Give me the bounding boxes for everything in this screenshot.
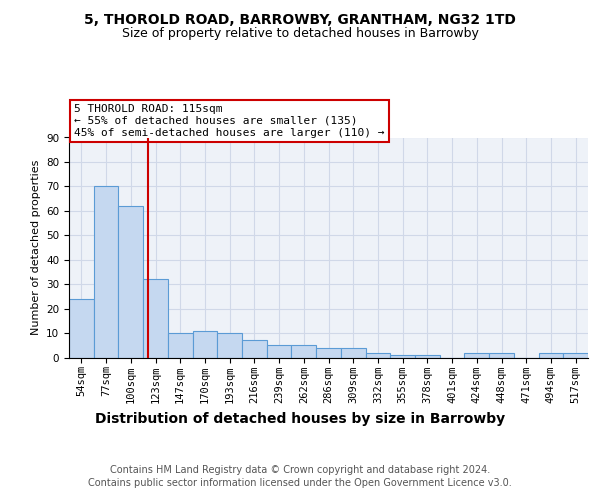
Text: 5, THOROLD ROAD, BARROWBY, GRANTHAM, NG32 1TD: 5, THOROLD ROAD, BARROWBY, GRANTHAM, NG3…	[84, 12, 516, 26]
Bar	[341, 348, 365, 358]
Bar	[94, 186, 118, 358]
Text: Contains HM Land Registry data © Crown copyright and database right 2024.: Contains HM Land Registry data © Crown c…	[110, 465, 490, 475]
Bar	[316, 348, 341, 358]
Text: Size of property relative to detached houses in Barrowby: Size of property relative to detached ho…	[122, 28, 478, 40]
Text: Distribution of detached houses by size in Barrowby: Distribution of detached houses by size …	[95, 412, 505, 426]
Text: Contains public sector information licensed under the Open Government Licence v3: Contains public sector information licen…	[88, 478, 512, 488]
Bar	[217, 333, 242, 357]
Bar	[539, 352, 563, 358]
Bar	[464, 352, 489, 358]
Bar	[563, 352, 588, 358]
Bar	[415, 355, 440, 358]
Bar	[489, 352, 514, 358]
Bar	[118, 206, 143, 358]
Bar	[267, 346, 292, 358]
Bar	[69, 299, 94, 358]
Y-axis label: Number of detached properties: Number of detached properties	[31, 160, 41, 335]
Text: 5 THOROLD ROAD: 115sqm
← 55% of detached houses are smaller (135)
45% of semi-de: 5 THOROLD ROAD: 115sqm ← 55% of detached…	[74, 104, 385, 138]
Bar	[365, 352, 390, 358]
Bar	[390, 355, 415, 358]
Bar	[143, 280, 168, 357]
Bar	[242, 340, 267, 357]
Bar	[292, 346, 316, 358]
Bar	[193, 330, 217, 357]
Bar	[168, 333, 193, 357]
